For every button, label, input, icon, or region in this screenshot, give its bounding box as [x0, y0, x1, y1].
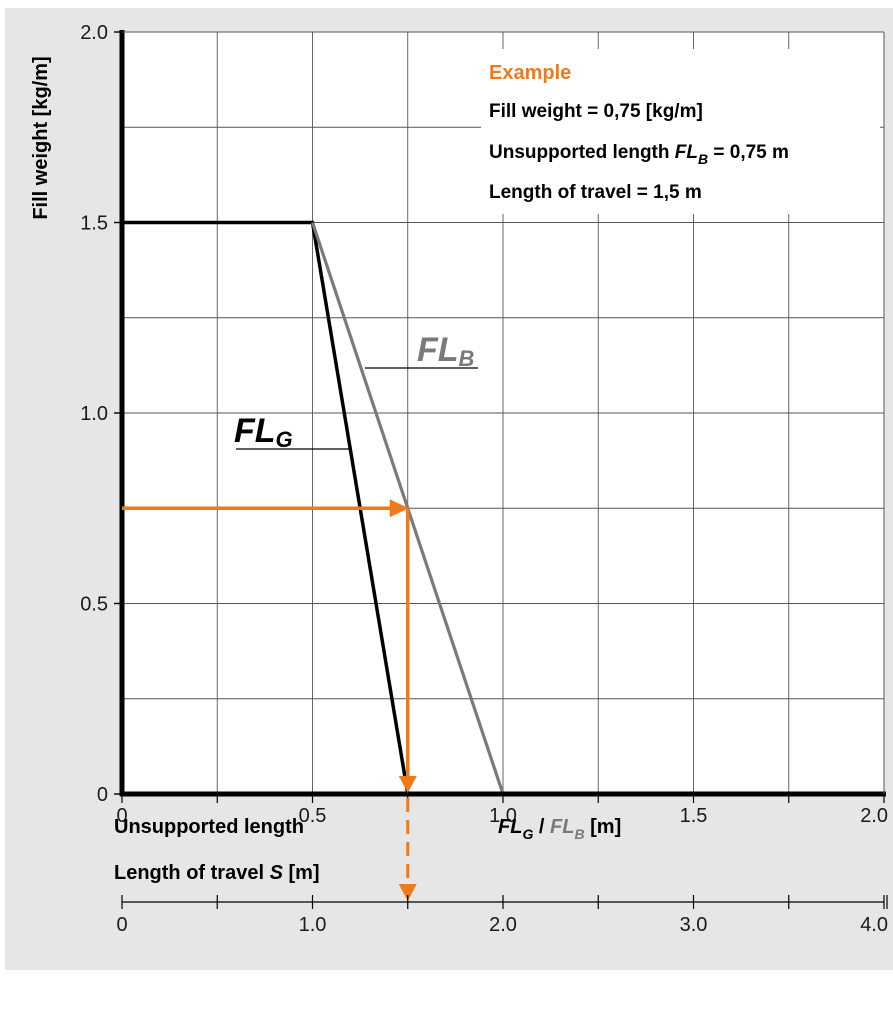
travel-tick-label: 0 — [116, 914, 127, 936]
fl-g-label-sub: G — [276, 427, 293, 452]
y-tick-label: 2.0 — [80, 22, 108, 44]
x-axis-title: Unsupported length — [114, 816, 304, 838]
example-arrow-down — [398, 776, 417, 793]
example-box-background — [481, 49, 880, 214]
travel-tick-label: 2.0 — [489, 914, 517, 936]
y-tick-label: 0.5 — [80, 594, 108, 616]
x-tick-label: 0 — [116, 805, 127, 827]
travel-tick-label: 4.0 — [860, 914, 888, 936]
x-tick-label: 2.0 — [860, 805, 888, 827]
svg-text:FLG: FLG — [234, 412, 293, 452]
y-tick-label: 1.5 — [80, 213, 108, 235]
example-title: Example — [489, 62, 571, 84]
fl-b-label-main: FL — [417, 331, 459, 369]
fl-g-label-main: FL — [234, 412, 276, 450]
svg-text:FLB: FLB — [417, 331, 475, 371]
example-length-of-travel: Length of travel = 1,5 m — [489, 182, 702, 203]
travel-tick-label: 1.0 — [299, 914, 327, 936]
example-arrow-travel — [398, 884, 417, 901]
y-axis-title: Fill weight [kg/m] — [30, 56, 52, 219]
travel-tick-label: 3.0 — [680, 914, 708, 936]
example-arrow-right — [389, 499, 409, 518]
x-axis-unit: FLG / FLB [m] — [498, 816, 621, 842]
travel-axis-title: Length of travel S [m] — [114, 862, 320, 884]
travel-axis: 0 1.0 2.0 3.0 4.0 — [116, 895, 888, 936]
example-unsupported-length: Unsupported length FLB = 0,75 m — [489, 142, 789, 167]
y-tick-label: 1.0 — [80, 403, 108, 425]
example-box: Example Fill weight = 0,75 [kg/m] Unsupp… — [481, 49, 880, 214]
fl-b-label-sub: B — [459, 346, 475, 371]
x-tick-label: 1.5 — [680, 805, 708, 827]
x-tick-label: 1.0 — [489, 805, 517, 827]
axes: 0 0.5 1.0 1.5 2.0 0 0.5 1.0 1.5 2.0 — [80, 22, 888, 901]
y-tick-label: 0 — [97, 784, 108, 806]
example-fill-weight: Fill weight = 0,75 [kg/m] — [489, 101, 703, 122]
x-tick-label: 0.5 — [299, 805, 327, 827]
fl-g-label: FLG — [234, 412, 349, 452]
fl-b-label: FLB — [365, 331, 478, 371]
